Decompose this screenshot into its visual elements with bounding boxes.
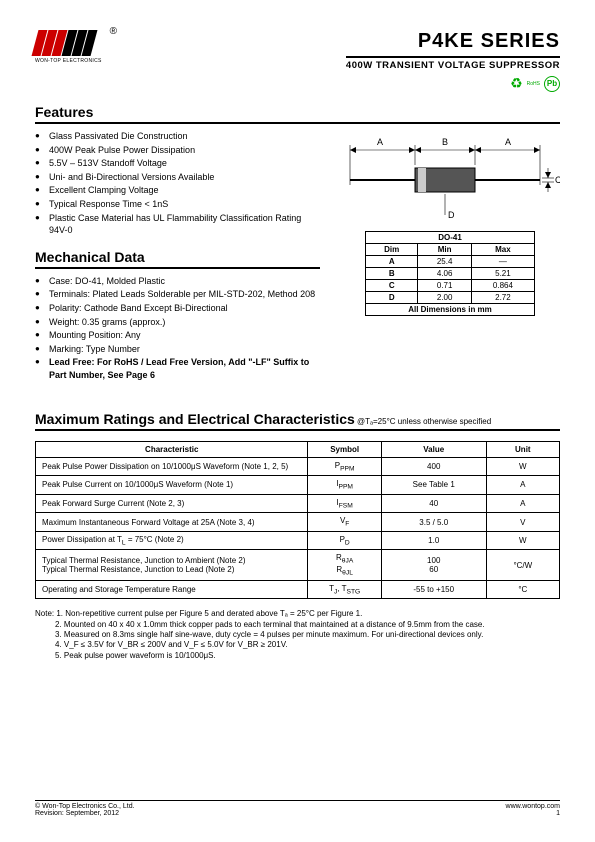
dim-caption: All Dimensions in mm — [366, 304, 535, 316]
list-item: 5.5V – 513V Standoff Voltage — [49, 157, 320, 170]
footer-url: www.wontop.com — [506, 803, 560, 810]
table-row: Power Dissipation at TL = 75°C (Note 2)P… — [36, 531, 560, 550]
characteristics-heading: Maximum Ratings and Electrical Character… — [35, 411, 560, 431]
table-header: Value — [381, 441, 486, 457]
list-item: Uni- and Bi-Directional Versions Availab… — [49, 171, 320, 184]
table-row: Maximum Instantaneous Forward Voltage at… — [36, 513, 560, 532]
table-row: Peak Pulse Current on 10/1000μS Waveform… — [36, 476, 560, 495]
svg-text:A: A — [505, 137, 511, 147]
rohs-tree-icon: ♻ — [510, 75, 523, 92]
table-header: Characteristic — [36, 441, 308, 457]
title-block: P4KE SERIES 400W TRANSIENT VOLTAGE SUPPR… — [346, 30, 560, 92]
table-row: Peak Forward Surge Current (Note 2, 3)IF… — [36, 494, 560, 513]
characteristics-table: Characteristic Symbol Value Unit Peak Pu… — [35, 441, 560, 600]
features-heading: Features — [35, 104, 560, 124]
note-item: 2. Mounted on 40 x 40 x 1.0mm thick copp… — [55, 620, 485, 629]
mechanical-list: Case: DO-41, Molded Plastic Terminals: P… — [35, 275, 320, 382]
note-item: 4. V_F ≤ 3.5V for V_BR ≤ 200V and V_F ≤ … — [55, 640, 288, 649]
dim-table-title: DO-41 — [366, 232, 535, 244]
svg-text:B: B — [442, 137, 448, 147]
table-row: Operating and Storage Temperature RangeT… — [36, 580, 560, 599]
header: ® WON-TOP ELECTRONICS P4KE SERIES 400W T… — [35, 30, 560, 92]
list-item: Excellent Clamping Voltage — [49, 184, 320, 197]
list-item: Plastic Case Material has UL Flammabilit… — [49, 212, 320, 237]
svg-text:C: C — [555, 175, 560, 185]
table-header: Max — [471, 244, 534, 256]
note-item: 5. Peak pulse power waveform is 10/1000μ… — [55, 651, 216, 660]
registered-icon: ® — [110, 26, 117, 37]
mechanical-heading: Mechanical Data — [35, 249, 320, 269]
table-row: Peak Pulse Power Dissipation on 10/1000μ… — [36, 457, 560, 476]
package-diagram: A B A C D — [340, 130, 560, 225]
table-header: Min — [418, 244, 471, 256]
table-header: Dim — [366, 244, 418, 256]
list-item: Weight: 0.35 grams (approx.) — [49, 316, 320, 329]
list-item: Polarity: Cathode Band Except Bi-Directi… — [49, 302, 320, 315]
features-list: Glass Passivated Die Construction 400W P… — [35, 130, 320, 237]
note-item: 1. Non-repetitive current pulse per Figu… — [56, 609, 362, 618]
pb-free-icon: Pb — [544, 76, 560, 92]
dimension-table: DO-41 Dim Min Max A25.4— B4.065.21 C0.71… — [365, 231, 535, 316]
list-item: Case: DO-41, Molded Plastic — [49, 275, 320, 288]
list-item: Terminals: Plated Leads Solderable per M… — [49, 288, 320, 301]
table-row: Typical Thermal Resistance, Junction to … — [36, 550, 560, 580]
brand-logo: ® WON-TOP ELECTRONICS — [35, 30, 105, 70]
list-item: Typical Response Time < 1nS — [49, 198, 320, 211]
rohs-label: RoHS — [527, 81, 540, 87]
list-item: Marking: Type Number — [49, 343, 320, 356]
footer-page: 1 — [506, 810, 560, 817]
list-item-bold: Lead Free: For RoHS / Lead Free Version,… — [49, 356, 320, 381]
table-header: Symbol — [308, 441, 381, 457]
svg-text:A: A — [377, 137, 383, 147]
list-item: 400W Peak Pulse Power Dissipation — [49, 144, 320, 157]
list-item: Glass Passivated Die Construction — [49, 130, 320, 143]
page-footer: © Won-Top Electronics Co., Ltd. Revision… — [35, 800, 560, 817]
part-series-title: P4KE SERIES — [346, 30, 560, 53]
footer-revision: Revision: September, 2012 — [35, 810, 135, 817]
notes-label: Note: — [35, 609, 54, 618]
notes-block: Note: 1. Non-repetitive current pulse pe… — [35, 609, 560, 661]
part-subtitle: 400W TRANSIENT VOLTAGE SUPPRESSOR — [346, 56, 560, 71]
svg-text:D: D — [448, 210, 455, 220]
footer-company: © Won-Top Electronics Co., Ltd. — [35, 803, 135, 810]
note-item: 3. Measured on 8.3ms single half sine-wa… — [55, 630, 483, 639]
brand-name: WON-TOP ELECTRONICS — [35, 58, 105, 64]
table-header: Unit — [486, 441, 559, 457]
list-item: Mounting Position: Any — [49, 329, 320, 342]
